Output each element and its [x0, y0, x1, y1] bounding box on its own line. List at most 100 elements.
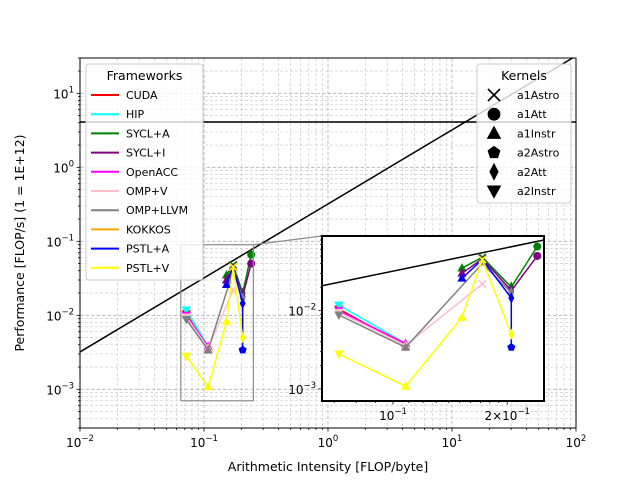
legend-label: OpenACC: [126, 166, 178, 179]
series-line: [338, 304, 407, 345]
data-point-a1att: [533, 251, 542, 260]
series-line: [185, 314, 209, 347]
legend-label: a2Instr: [517, 185, 556, 198]
inset-ticks: 10−1 2×10−1 10−2 10−3: [288, 235, 530, 423]
series-line: [338, 309, 407, 345]
legend-label: SYCL+A: [126, 127, 170, 140]
y-tick-label: 10−1: [46, 233, 74, 249]
data-point-a2astro: [507, 343, 516, 351]
data-point-a2att: [508, 292, 515, 304]
x-tick-label: 100: [318, 434, 339, 450]
legend-label: a1Att: [517, 108, 547, 121]
data-point-a2att: [508, 328, 515, 340]
x-tick-label: 10−2: [66, 434, 94, 450]
data-point-a2att: [239, 331, 246, 344]
data-point-a1instr: [401, 342, 411, 351]
series-line: [461, 246, 538, 289]
inset-x-tick-label: 2×10−1: [484, 407, 530, 423]
triangle-down-icon: [486, 185, 502, 199]
data-point-a2instr: [334, 301, 344, 310]
x-icon: [487, 88, 501, 102]
pentagon-icon: [487, 145, 501, 159]
y-axis-label: Performance [FLOP/s] (1 = 1E+12): [12, 134, 27, 351]
data-point-a1att: [533, 242, 542, 251]
legend-label: PSTL+V: [126, 262, 170, 275]
y-tick-label: 10−3: [46, 381, 74, 397]
legend-entry-pstl-v: PSTL+V: [91, 262, 170, 275]
inset-y-tick-label: 10−3: [288, 381, 316, 397]
legend-entry-omp-llvm: OMP+LLVM: [91, 204, 188, 217]
y-tick-label: 100: [53, 159, 74, 175]
legend-entry-sycl-i: SYCL+I: [91, 147, 165, 160]
series-line: [461, 258, 513, 348]
x-tick-label: 10−1: [190, 434, 218, 450]
series-line: [461, 255, 538, 292]
legend-entry-pstl-a: PSTL+A: [91, 243, 170, 256]
y-tick-label: 101: [53, 85, 74, 101]
series-pstl-v: [181, 262, 246, 391]
legend-entry-a1instr: a1Instr: [486, 125, 556, 140]
legend-label: OMP+LLVM: [126, 204, 188, 217]
triangle-up-icon: [486, 125, 502, 139]
x-axis-label: Arithmetic Intensity [FLOP/byte]: [228, 459, 428, 474]
data-point-a1instr: [401, 381, 411, 390]
legend-entry-hip: HIP: [91, 108, 145, 121]
legend-entry-a2astro: a2Astro: [487, 145, 560, 160]
data-point-a1instr: [457, 312, 467, 321]
legend-box: [476, 63, 572, 204]
legend-label: SYCL+I: [126, 147, 165, 160]
circle-icon: [487, 107, 501, 121]
data-point-a2instr: [181, 352, 191, 362]
x-tick-label: 102: [566, 434, 587, 450]
data-point-a2astro: [238, 345, 247, 354]
data-point-a1instr: [221, 316, 232, 326]
x-tick-label: 101: [442, 434, 463, 450]
inset-memory-roofline: [322, 239, 544, 287]
legend-label: HIP: [126, 108, 145, 121]
legend-entry-openacc: OpenACC: [91, 166, 178, 179]
kernels-legend-title: Kernels: [501, 68, 547, 83]
zoom-connector: [253, 235, 323, 246]
series-pstl-v: [334, 255, 515, 390]
data-point-a1instr: [457, 273, 467, 282]
data-point-a2instr: [334, 350, 344, 359]
data-point-a2instr: [334, 311, 344, 320]
data-point-a2instr: [181, 315, 191, 325]
legend-label: CUDA: [126, 89, 158, 102]
inset-zoom: 10−1 2×10−1 10−2 10−3: [253, 235, 545, 423]
legend-entry-a1att: a1Att: [487, 107, 547, 121]
legend-label: a2Astro: [517, 147, 560, 160]
legend-entry-sycl-a: SYCL+A: [91, 127, 170, 140]
legend-entry-cuda: CUDA: [91, 89, 158, 102]
data-point-a1astro: [478, 255, 487, 264]
data-point-a2att: [239, 297, 246, 310]
data-point-a2instr: [181, 306, 191, 315]
legend-box: [85, 63, 204, 281]
inset-x-tick-label: 10−1: [379, 407, 407, 423]
legend-entry-omp-v: OMP+V: [91, 185, 168, 198]
series-line: [225, 264, 244, 350]
legend-entry-kokkos: KOKKOS: [91, 223, 171, 236]
legend-entry-a2instr: a2Instr: [486, 185, 556, 199]
data-point-a1instr: [203, 381, 213, 391]
legend-label: PSTL+A: [126, 243, 170, 256]
data-point-a1instr: [221, 279, 232, 289]
legend-entry-a2att: a2Att: [489, 162, 547, 181]
y-tick-label: 10−2: [46, 307, 74, 323]
frameworks-legend-title: Frameworks: [107, 68, 183, 83]
legend-label: a2Att: [517, 166, 547, 179]
data-point-a1astro: [478, 279, 487, 289]
data-point-a1instr: [203, 345, 213, 354]
legend-label: a1Astro: [517, 89, 560, 102]
legend-label: a1Instr: [517, 127, 556, 140]
legend-entry-a1astro: a1Astro: [487, 88, 560, 102]
zoom-region-box: [180, 244, 254, 402]
inset-plot-area: [322, 239, 544, 390]
legend-label: OMP+V: [126, 185, 168, 198]
diamond-icon: [489, 162, 499, 181]
frameworks-legend: Frameworks CUDA HIP SYCL+A SYCL+I OpenACC OMP+…: [85, 63, 204, 281]
data-point-a1astro: [229, 262, 238, 272]
legend-label: KOKKOS: [126, 223, 171, 236]
kernels-legend: Kernels a1Astro a1Att a1Instr a2Astro a2Att a2…: [476, 63, 572, 204]
